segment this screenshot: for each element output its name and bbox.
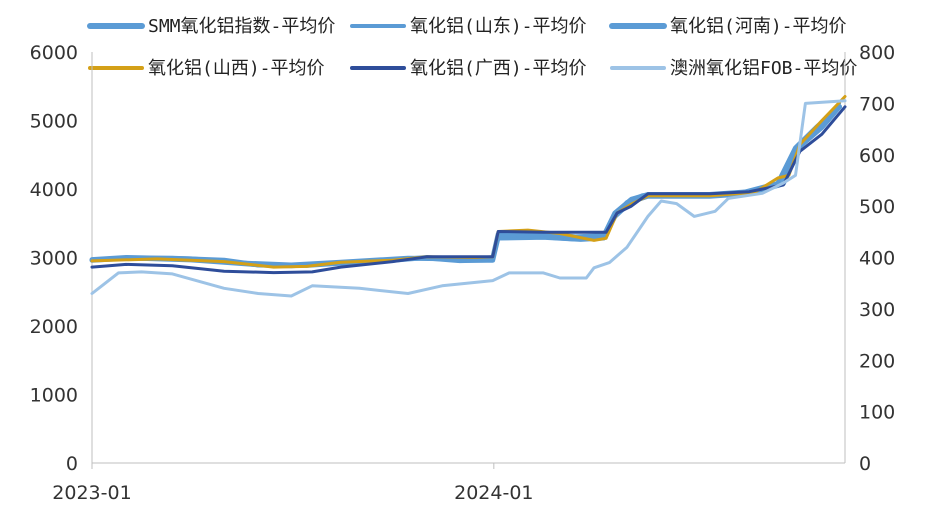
y-tick-label: 0 [66,453,78,475]
legend-label: 氧化铝(山东)-平均价 [410,16,587,37]
y-tick-label: 5000 [30,111,78,133]
y-tick-label: 3000 [30,248,78,270]
y2-tick-label: 600 [859,145,895,167]
legend-label: 氧化铝(河南)-平均价 [670,16,847,37]
legend-label: 氧化铝(山西)-平均价 [148,58,325,79]
series-line [89,104,842,268]
y2-tick-label: 300 [859,299,895,321]
x-tick-label: 2023-01 [52,482,131,504]
y-tick-label: 2000 [30,316,78,338]
legend-label: SMM氧化铝指数-平均价 [148,16,335,37]
y-tick-label: 4000 [30,179,78,201]
series-lines [89,95,847,298]
tick-labels: 0 1000 2000 3000 4000 5000 6000 0 100 200 300 400 50… [30,42,896,504]
legend: SMM氧化铝指数-平均价 氧化铝(山东)-平均价 氧化铝(河南)-平均价氧化铝(山西… [87,16,857,79]
y2-tick-label: 100 [859,402,895,424]
series-line [90,105,847,275]
y2-tick-label: 400 [859,248,895,270]
y-tick-label: 1000 [30,385,78,407]
y-tick-label: 6000 [30,42,78,64]
legend-label: 氧化铝(广西)-平均价 [410,58,587,79]
x-tick-label: 2024-01 [454,482,533,504]
y2-tick-label: 500 [859,196,895,218]
y2-tick-label: 800 [859,42,895,64]
y2-tick-label: 700 [859,93,895,115]
series-line [90,95,847,269]
series-line [89,104,842,269]
y2-tick-label: 200 [859,350,895,372]
series-line [90,101,841,268]
series-line [90,99,847,298]
y2-tick-label: 0 [859,453,871,475]
legend-label: 澳洲氧化铝FOB-平均价 [670,58,857,79]
